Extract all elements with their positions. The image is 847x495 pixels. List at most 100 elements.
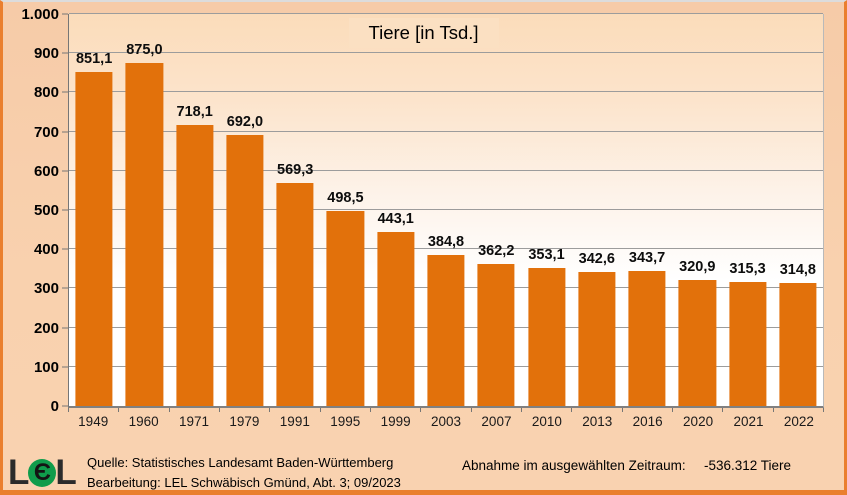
bar-2016 xyxy=(628,271,666,406)
bar-2013 xyxy=(578,271,616,406)
y-tick-label: 500 xyxy=(33,202,59,219)
bar-slot-2021: 315,3 xyxy=(722,14,772,406)
y-tick-label: 100 xyxy=(33,358,59,376)
y-axis-labels: 0 100 200 300 400 500 600 700 800 900 1.000 xyxy=(3,6,59,415)
x-tick-cell xyxy=(673,408,724,412)
y-tick-label: 300 xyxy=(33,280,59,298)
bar-value-label: 384,8 xyxy=(427,234,465,251)
y-tick-label: 800 xyxy=(33,84,59,102)
bar-slot-2007: 362,2 xyxy=(471,14,521,406)
logo-letter-l-left: L xyxy=(8,453,30,492)
bar-1991 xyxy=(276,182,314,406)
x-tick-cell xyxy=(774,408,824,412)
bar-value-label: 692,0 xyxy=(226,113,264,130)
y-tick-label: 900 xyxy=(33,45,59,63)
bar-2007 xyxy=(477,264,515,406)
bar-slot-1995: 498,5 xyxy=(320,14,370,406)
bar-2010 xyxy=(527,267,566,406)
y-tick-mark xyxy=(62,52,68,54)
bar-2020 xyxy=(678,280,716,406)
bar-slot-1979: 692,0 xyxy=(220,14,270,406)
bar-1960 xyxy=(125,63,163,406)
y-tick-mark xyxy=(62,366,68,368)
y-tick-label: 200 xyxy=(33,319,59,337)
y-tick-label: 0 xyxy=(50,398,59,415)
gridline xyxy=(69,209,823,210)
plot-area: 851,1 875,0 718,1 692,0 569,3 498,5 443,1 384,8… xyxy=(68,13,824,408)
bar-value-label: 362,2 xyxy=(478,243,515,260)
gridline xyxy=(69,130,823,132)
x-tick-label: 2020 xyxy=(683,414,714,429)
x-tick-cell xyxy=(270,408,321,412)
bar-value-label: 851,1 xyxy=(75,51,113,68)
x-tick-label: 2016 xyxy=(632,414,663,429)
x-tick-cell xyxy=(69,408,120,412)
bar-value-label: 342,6 xyxy=(578,250,615,267)
x-tick-label: 1999 xyxy=(380,414,411,429)
bar-slot-1960: 875,0 xyxy=(119,14,169,406)
bar-value-label: 315,3 xyxy=(729,261,766,278)
y-tick-mark xyxy=(62,405,68,407)
gridline xyxy=(69,248,823,250)
bar-slot-1999: 443,1 xyxy=(371,14,421,406)
x-tick-label: 1995 xyxy=(330,414,361,429)
x-axis-labels: 1949 1960 1971 1979 1991 1995 1999 2003 2007 2010… xyxy=(68,412,824,432)
bar-slot-2003: 384,8 xyxy=(421,14,471,406)
y-tick-mark xyxy=(62,170,68,172)
logo-e-glyph: Є xyxy=(33,459,51,486)
bar-value-label: 320,9 xyxy=(679,259,716,276)
x-tick-cell xyxy=(472,408,522,412)
bar-value-label: 343,7 xyxy=(628,250,666,267)
bar-2022 xyxy=(779,282,817,406)
source-line: Quelle: Statistisches Landesamt Baden-Wü… xyxy=(87,455,394,470)
y-tick-label: 1.000 xyxy=(21,6,59,23)
y-tick-mark xyxy=(62,131,68,133)
editing-line: Bearbeitung: LEL Schwäbisch Gmünd, Abt. … xyxy=(87,475,401,490)
x-tick-label: 1979 xyxy=(229,414,260,429)
bar-slot-2020: 320,9 xyxy=(672,14,722,406)
bar-value-label: 569,3 xyxy=(277,161,314,178)
bar-value-label: 353,1 xyxy=(528,246,565,263)
bar-slot-2010: 353,1 xyxy=(521,14,571,406)
x-tick-label: 1960 xyxy=(128,414,159,429)
bar-value-label: 498,5 xyxy=(327,189,364,206)
x-tick-cell xyxy=(572,408,623,412)
y-tick-mark xyxy=(62,91,68,93)
chart-title: Tiere [in Tsd.] xyxy=(348,18,499,48)
x-tick-cell xyxy=(623,408,673,412)
logo-green-circle-icon: Є xyxy=(28,459,57,487)
x-tick-label: 2007 xyxy=(481,414,512,429)
x-tick-cell xyxy=(220,408,271,412)
logo-letter-l-right: L xyxy=(55,453,77,492)
bar-slot-1971: 718,1 xyxy=(170,14,220,406)
x-tick-cell xyxy=(170,408,220,412)
bar-value-label: 443,1 xyxy=(377,211,414,228)
lel-logo: L Є L xyxy=(8,453,77,492)
x-tick-label: 2010 xyxy=(531,414,562,429)
bar-slot-1949: 851,1 xyxy=(69,14,119,406)
y-axis-ticks xyxy=(62,13,68,407)
x-tick-label: 2022 xyxy=(783,414,814,429)
bar-1999 xyxy=(377,232,415,406)
bar-slot-1991: 569,3 xyxy=(270,14,320,406)
y-tick-label: 600 xyxy=(33,162,59,180)
y-tick-mark xyxy=(62,327,68,329)
bars: 851,1 875,0 718,1 692,0 569,3 498,5 443,1 384,8… xyxy=(69,14,823,406)
bar-slot-2022: 314,8 xyxy=(773,14,823,406)
bar-2003 xyxy=(427,255,465,406)
y-tick-label: 400 xyxy=(33,241,59,259)
x-tick-label: 2013 xyxy=(582,414,613,429)
x-tick-cell xyxy=(421,408,472,412)
decrease-value: -536.312 Tiere xyxy=(704,458,792,473)
x-tick-label: 2003 xyxy=(431,414,462,429)
gridline xyxy=(69,91,823,93)
x-tick-cell xyxy=(321,408,371,412)
y-tick-mark xyxy=(62,287,68,289)
y-tick-mark xyxy=(62,13,68,15)
bar-1949 xyxy=(75,72,113,406)
bar-1979 xyxy=(226,134,264,406)
y-tick-mark xyxy=(62,248,68,250)
x-tick-label: 1991 xyxy=(279,414,310,429)
x-tick-label: 1949 xyxy=(78,414,109,429)
